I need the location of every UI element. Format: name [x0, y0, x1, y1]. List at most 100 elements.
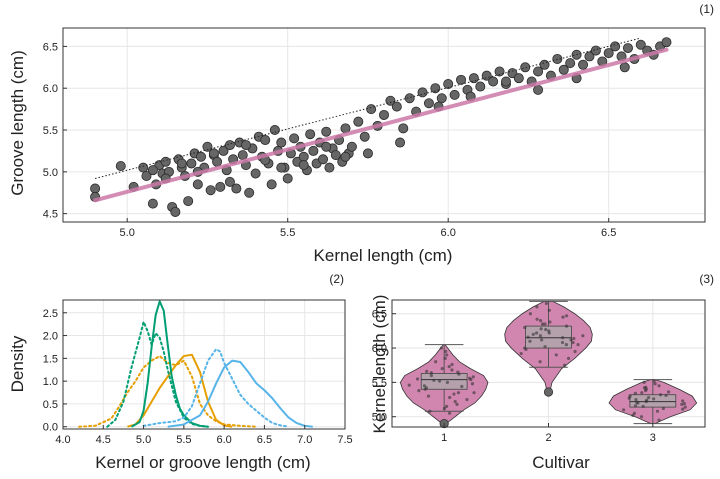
jitter-point: [429, 373, 433, 378]
panel-label-3: (3): [699, 272, 714, 286]
jitter-point: [445, 404, 449, 409]
jitter-point: [683, 405, 687, 409]
jitter-point: [452, 392, 456, 396]
jitter-point: [653, 382, 657, 386]
jitter-point: [437, 379, 442, 383]
jitter-point: [634, 397, 638, 402]
density-line-6: [142, 348, 290, 428]
jitter-point: [627, 396, 631, 400]
scatter-point: [385, 95, 396, 106]
p2-axes-frame: [62, 299, 346, 430]
jitter-point: [543, 322, 547, 326]
jitter-point: [439, 346, 443, 350]
jitter-point: [680, 402, 684, 406]
scatter-point: [186, 158, 197, 169]
p1-xlabel: Kernel length (cm): [314, 246, 453, 265]
jitter-point: [535, 305, 539, 309]
jitter-point: [642, 380, 646, 384]
p1-y-tick-label: 6.5: [43, 41, 58, 53]
p3-y-tick-label: 5.5: [372, 377, 387, 389]
scatter-point: [298, 151, 309, 162]
density-line-5: [167, 359, 313, 428]
p3-y-tick-label: 6.0: [372, 343, 387, 355]
jitter-point: [547, 329, 551, 333]
p2-y-tick-label: 1.0: [43, 376, 58, 388]
scatter-point: [141, 171, 152, 182]
jitter-point: [447, 364, 451, 369]
scatter-point: [619, 62, 630, 73]
jitter-point: [540, 338, 544, 342]
jitter-point: [564, 324, 569, 328]
p3-x-tick-label: 2: [545, 432, 551, 444]
jitter-point: [548, 320, 552, 324]
jitter-point: [472, 391, 476, 395]
scatter-point: [468, 73, 479, 84]
p2-x-tick-label: 6.0: [216, 434, 231, 446]
jitter-point: [456, 391, 461, 395]
jitter-point: [538, 334, 543, 338]
scatter-point: [215, 181, 226, 192]
jitter-point: [465, 397, 469, 402]
p2-xlabel: Kernel or groove length (cm): [95, 453, 310, 472]
jitter-point: [539, 327, 543, 331]
scatter-point: [266, 179, 277, 190]
jitter-point: [569, 338, 573, 342]
jitter-point: [445, 353, 449, 357]
scatter-panel: 5.0 5.5 6.0 6.5 4.5 5.0 5.5 6.0 6.5: [43, 27, 706, 239]
jitter-point: [535, 317, 539, 321]
scatter-point: [398, 123, 409, 134]
density-line-1: [127, 353, 233, 428]
jitter-point: [566, 356, 571, 360]
jitter-point: [417, 389, 421, 393]
p3-xlabel: Cultivar: [532, 453, 590, 472]
p1-y-tick-label: 6.0: [43, 83, 58, 95]
jitter-point: [468, 376, 472, 380]
jitter-point: [448, 411, 452, 415]
scatter-point: [366, 104, 377, 115]
jitter-point: [644, 385, 648, 389]
scatter-point: [147, 165, 158, 176]
scatter-point: [346, 141, 357, 152]
jitter-point: [531, 332, 535, 336]
scatter-point: [170, 206, 181, 217]
outlier-point: [543, 387, 554, 397]
scatter-point: [289, 133, 300, 144]
scatter-point: [578, 59, 589, 70]
scatter-point: [276, 162, 287, 173]
density-line-3: [130, 300, 209, 428]
jitter-point: [554, 353, 558, 357]
p2-x-tick-label: 5.5: [176, 434, 191, 446]
jitter-point: [429, 371, 433, 375]
jitter-point: [432, 378, 436, 382]
scatter-point: [160, 156, 171, 167]
jitter-point: [666, 390, 671, 394]
panel-label-2: (2): [329, 272, 344, 286]
jitter-point: [445, 380, 450, 384]
jitter-point: [407, 383, 411, 387]
jitter-point: [581, 334, 585, 338]
jitter-point: [422, 384, 427, 388]
jitter-point: [540, 322, 545, 326]
scatter-point: [488, 76, 499, 87]
jitter-point: [645, 398, 649, 402]
scatter-point: [115, 160, 126, 171]
scatter-point: [208, 148, 219, 159]
jitter-point: [442, 406, 447, 411]
p2-ylabel: Density: [8, 335, 27, 392]
scatter-point: [513, 73, 524, 84]
density-line-2: [78, 355, 258, 428]
density-line-4: [106, 320, 210, 428]
jitter-point: [528, 339, 532, 343]
scatter-point: [231, 183, 242, 194]
jitter-point: [681, 407, 685, 411]
scatter-point: [500, 76, 511, 87]
jitter-point: [547, 308, 551, 312]
p3-y-tick-label: 6.5: [372, 309, 387, 321]
jitter-point: [544, 327, 548, 332]
scatter-point: [321, 126, 332, 137]
jitter-point: [539, 318, 543, 323]
p2-y-tick-label: 0.5: [43, 399, 58, 411]
scatter-point: [318, 154, 329, 165]
jitter-point: [519, 351, 523, 356]
jitter-point: [572, 336, 576, 341]
